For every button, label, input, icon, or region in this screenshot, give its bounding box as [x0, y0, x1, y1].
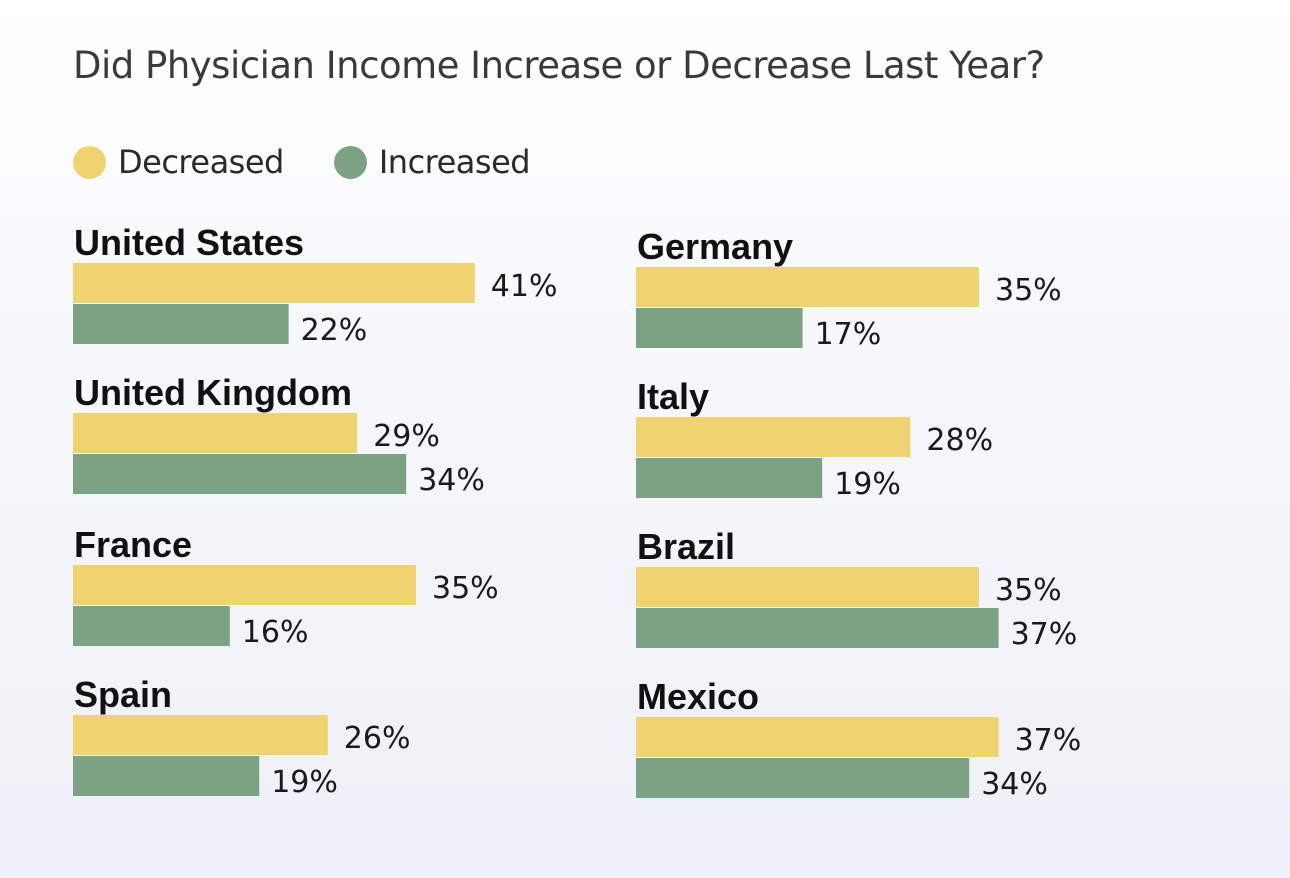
value-label-decreased-italy: 28%: [926, 423, 993, 458]
bar-increased-germany: [636, 308, 803, 348]
value-label-increased-germany: 17%: [815, 317, 882, 352]
country-label-mexico: Mexico: [637, 676, 759, 717]
legend-item-decreased: Decreased: [73, 143, 284, 181]
value-label-increased-united-states: 22%: [301, 313, 368, 348]
bar-increased-france: [73, 606, 230, 646]
value-label-decreased-spain: 26%: [344, 721, 411, 756]
value-label-increased-france: 16%: [242, 615, 309, 650]
bar-increased-italy: [636, 458, 823, 498]
country-label-italy: Italy: [637, 376, 709, 417]
legend-swatch-decreased: [73, 145, 106, 179]
value-label-increased-italy: 19%: [834, 467, 901, 502]
country-label-germany: Germany: [637, 226, 793, 267]
bar-decreased-germany: [636, 267, 979, 307]
bar-increased-spain: [73, 756, 260, 796]
legend-swatch-increased: [333, 145, 367, 179]
country-label-france: France: [74, 524, 192, 565]
value-label-decreased-united-states: 41%: [491, 269, 558, 304]
chart-title: Did Physician Income Increase or Decreas…: [73, 44, 1045, 87]
bar-decreased-france: [73, 565, 416, 605]
bar-increased-brazil: [636, 608, 999, 648]
country-label-united-states: United States: [74, 222, 304, 263]
value-label-decreased-france: 35%: [432, 571, 499, 606]
legend: Decreased Increased: [73, 140, 580, 184]
bar-decreased-united-kingdom: [73, 413, 358, 453]
country-label-brazil: Brazil: [637, 526, 735, 567]
bar-increased-mexico: [636, 758, 970, 798]
value-label-decreased-germany: 35%: [995, 273, 1062, 308]
value-label-increased-mexico: 34%: [981, 767, 1048, 802]
legend-item-increased: Increased: [333, 143, 531, 181]
bar-decreased-brazil: [636, 567, 979, 607]
bar-decreased-united-states: [73, 263, 475, 303]
country-label-united-kingdom: United Kingdom: [74, 372, 352, 413]
value-label-increased-spain: 19%: [271, 765, 338, 800]
value-label-decreased-brazil: 35%: [995, 573, 1062, 608]
bar-decreased-mexico: [636, 717, 999, 757]
bar-decreased-spain: [73, 715, 328, 755]
value-label-increased-brazil: 37%: [1011, 617, 1078, 652]
value-label-decreased-united-kingdom: 29%: [373, 419, 440, 454]
bar-decreased-italy: [636, 417, 911, 457]
value-label-decreased-mexico: 37%: [1015, 723, 1082, 758]
value-label-increased-united-kingdom: 34%: [418, 463, 485, 498]
bar-increased-united-kingdom: [73, 454, 407, 494]
legend-label-decreased: Decreased: [118, 143, 284, 181]
country-label-spain: Spain: [74, 674, 172, 715]
bar-increased-united-states: [73, 304, 289, 344]
legend-label-increased: Increased: [378, 143, 531, 181]
